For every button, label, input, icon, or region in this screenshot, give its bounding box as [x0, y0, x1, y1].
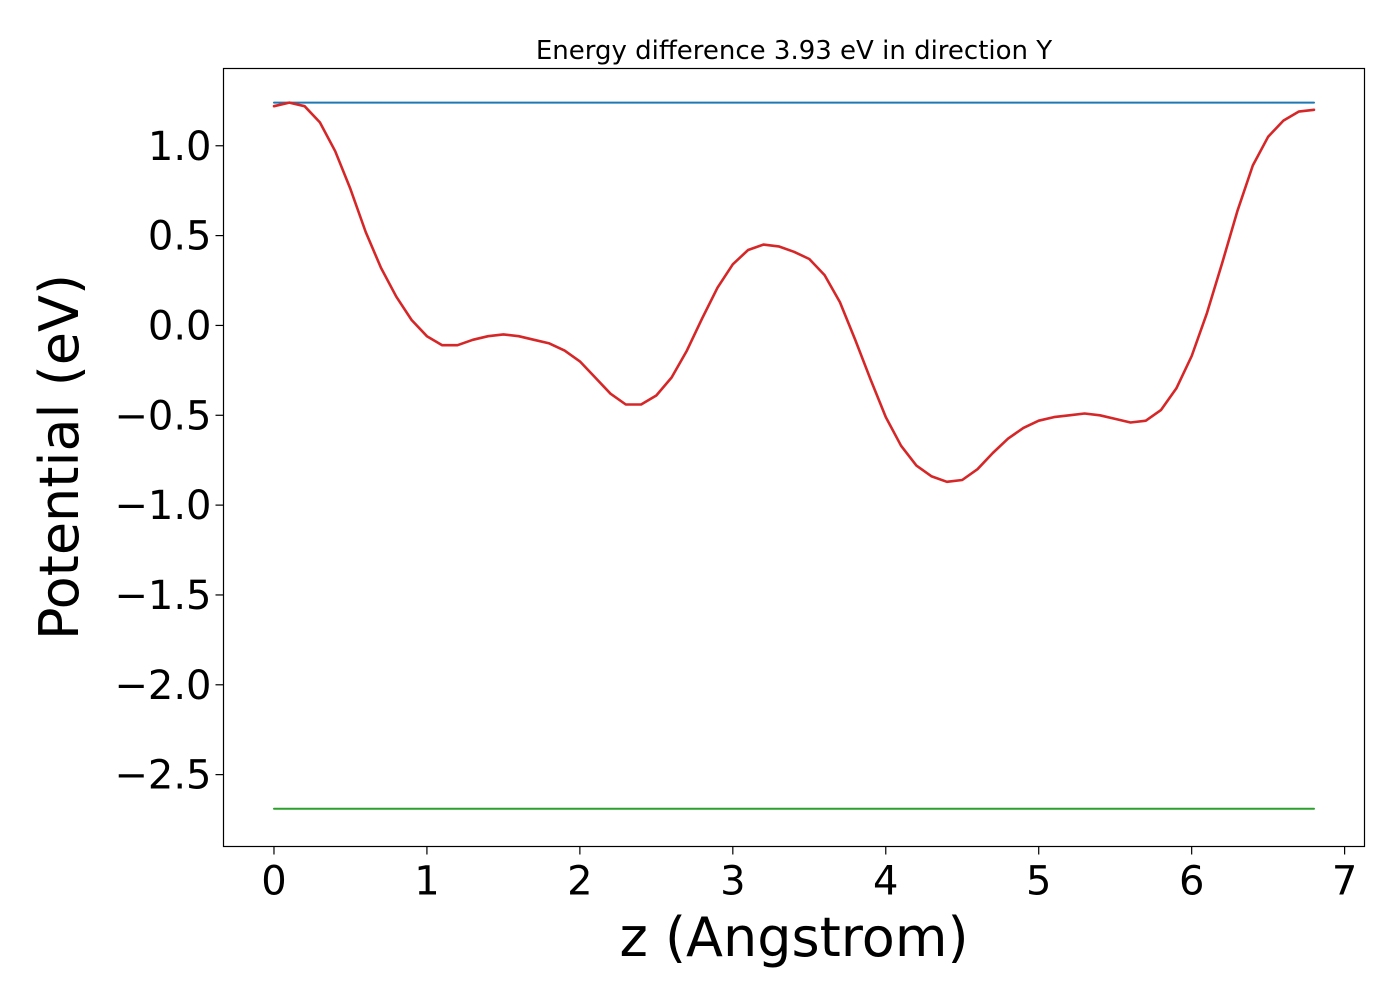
- x-tick-label: 4: [873, 859, 898, 905]
- potential-curve: [272, 101, 1316, 484]
- y-tick-label: 1.0: [148, 124, 212, 170]
- plot-area: [272, 101, 1316, 810]
- y-tick-label: −1.0: [114, 483, 211, 529]
- y-axis-label: Potential (eV): [28, 274, 91, 640]
- x-tick-label: 0: [261, 859, 286, 905]
- x-tick-label: 6: [1179, 859, 1204, 905]
- x-tick-label: 3: [720, 859, 745, 905]
- y-tick-label: −2.5: [114, 753, 211, 799]
- y-tick-label: −2.0: [114, 663, 211, 709]
- y-tick-label: −1.5: [114, 573, 211, 619]
- y-tick-label: 0.0: [148, 303, 212, 349]
- x-tick-label: 7: [1332, 859, 1357, 905]
- x-axis: 0 1 2 3 4 5 6 7: [261, 846, 1357, 905]
- x-tick-label: 1: [414, 859, 439, 905]
- x-tick-label: 5: [1026, 859, 1051, 905]
- y-tick-label: 0.5: [148, 214, 212, 260]
- y-axis: 1.0 0.5 0.0 −0.5 −1.0 −1.5 −2.0 −2.5: [114, 124, 224, 799]
- x-tick-label: 2: [567, 859, 592, 905]
- plot-frame: [222, 67, 1366, 848]
- chart-title: Energy difference 3.93 eV in direction Y: [536, 36, 1052, 66]
- x-axis-label: z (Angstrom): [619, 906, 968, 969]
- y-tick-label: −0.5: [114, 393, 211, 439]
